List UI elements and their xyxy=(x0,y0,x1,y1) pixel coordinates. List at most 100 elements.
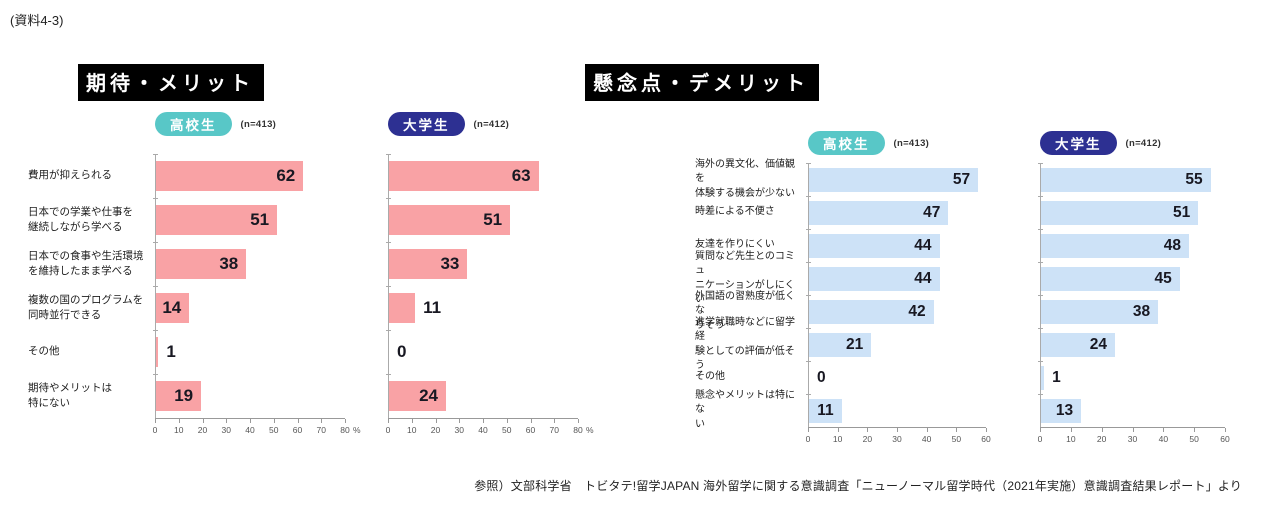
bar: 48 xyxy=(1041,233,1189,258)
axis-tick xyxy=(956,428,958,432)
bar-value: 38 xyxy=(219,254,239,273)
axis-tick-label: 60 xyxy=(525,425,536,435)
axis-tick xyxy=(1132,428,1134,432)
axis-tick-label: 0 xyxy=(385,425,391,435)
plot-row: 63 xyxy=(386,154,578,198)
bar: 45 xyxy=(1041,266,1180,291)
axis-tick xyxy=(411,419,413,423)
plot-row: 38 xyxy=(1038,295,1225,328)
axis-tick-label: 10 xyxy=(407,425,417,435)
chart-row: 懸念やメリットは特にない13 xyxy=(1038,394,1225,427)
axis-tick-label: 40 xyxy=(921,434,932,444)
chart-body: 費用が抑えられる 62 日本での学業や仕事を 継続しながら学べる 51 日本での食事や生… xyxy=(28,154,345,418)
axis-tick xyxy=(1194,428,1196,432)
axis-tick xyxy=(345,419,346,423)
group-badge-highschool: 高校生 xyxy=(155,112,232,136)
chart-concern-university: 大学生 (n=412) 海外の異文化、価値観を体験する機会が少ない55時差による… xyxy=(1038,131,1230,445)
chart-row: 費用が抑えられる 62 xyxy=(28,154,345,198)
axis-tick xyxy=(808,428,809,432)
axis-tick xyxy=(1070,428,1072,432)
axis-tick xyxy=(1040,428,1041,432)
plot-row: 51 xyxy=(386,198,578,242)
plot-row: 47 xyxy=(806,196,986,229)
bar: 33 xyxy=(389,249,468,279)
axis-tick xyxy=(321,419,323,423)
chart-row: 費用が抑えられる63 xyxy=(386,154,578,198)
chart-row: 外国語の習熟度が低くな りそう 42 xyxy=(695,291,986,331)
chart-body: 海外の異文化、価値観を 体験する機会が少ない 57 時差による不便さ 47 友達を作りに… xyxy=(695,159,986,430)
plot-row: 62 xyxy=(153,154,345,198)
bar: 51 xyxy=(156,205,278,235)
bar-value: 0 xyxy=(817,368,826,386)
bar: 51 xyxy=(1041,200,1199,225)
axis-tick xyxy=(178,419,180,423)
bar-value: 21 xyxy=(846,335,864,353)
sample-size-label: (n=412) xyxy=(1125,137,1162,149)
chart-row: 期待やメリットは 特にない 19 xyxy=(28,374,345,418)
plot-row: 24 xyxy=(386,374,578,418)
axis-tick xyxy=(1101,428,1103,432)
chart-row: 複数の国のプログラムを 同時並行できる 14 xyxy=(28,286,345,330)
chart-header: 大学生 (n=412) xyxy=(388,112,578,136)
chart-header: 高校生 (n=413) xyxy=(155,112,345,136)
bar-value: 11 xyxy=(423,298,442,317)
axis-tick-label: 30 xyxy=(892,434,902,444)
bar-value: 1 xyxy=(166,342,176,361)
bar-value: 51 xyxy=(250,210,270,229)
axis-tick xyxy=(226,419,228,423)
bar: 57 xyxy=(809,167,979,192)
chart-row: 時差による不便さ 47 xyxy=(695,196,986,229)
category-label: 外国語の習熟度が低くな りそう xyxy=(695,290,795,331)
plot-row: 14 xyxy=(153,286,345,330)
bar: 24 xyxy=(389,381,446,411)
axis-unit-label: % xyxy=(353,425,361,435)
category-label: 海外の異文化、価値観を 体験する機会が少ない xyxy=(695,158,795,199)
plot-row: 11 xyxy=(806,394,986,427)
bar: 38 xyxy=(1041,299,1159,324)
axis-tick-label: 80 xyxy=(340,425,350,435)
bar: 14 xyxy=(156,293,190,323)
axis-tick-label: 70 xyxy=(549,425,559,435)
category-label: 友達を作りにくい xyxy=(695,239,775,251)
axis-tick xyxy=(202,419,204,423)
bar-value: 24 xyxy=(419,386,438,405)
bar-value: 45 xyxy=(1154,269,1172,287)
category-label: その他 xyxy=(695,371,725,383)
plot-row: 57 xyxy=(806,163,986,196)
chart-row: その他 0 xyxy=(695,361,986,394)
chart-row: 海外の異文化、価値観を体験する機会が少ない55 xyxy=(1038,163,1225,196)
plot-row: 0 xyxy=(386,330,578,374)
category-label: 日本での食事や生活環境 を維持したまま学べる xyxy=(28,249,144,277)
axis-tick-label: 30 xyxy=(1127,434,1138,444)
x-axis: 0 10 20 30 40 50 60 70 80% xyxy=(385,418,594,436)
axis-tick xyxy=(1225,428,1226,432)
category-label: 日本での学業や仕事を 継続しながら学べる xyxy=(28,205,133,233)
category-label: 時差による不便さ xyxy=(695,206,775,218)
axis-tick-label: 20 xyxy=(1096,434,1107,444)
chart-row: 友達を作りにくい 44 xyxy=(695,229,986,262)
chart-row: 友達を作りにくい48 xyxy=(1038,229,1225,262)
source-citation: 参照）文部科学省 トビタテ!留学JAPAN 海外留学に関する意識調査「ニューノー… xyxy=(474,479,1242,493)
axis-tick xyxy=(250,419,251,423)
chart-row: 進学就職時などに留学経 験としての評価が低そう 21 xyxy=(695,317,986,371)
bar-value: 33 xyxy=(440,254,460,273)
bar: 62 xyxy=(156,161,304,191)
category-label: 懸念やメリットは特にな い xyxy=(695,389,795,430)
chart-row: 海外の異文化、価値観を 体験する機会が少ない 57 xyxy=(695,159,986,199)
chart-body: 費用が抑えられる63日本での学業や仕事を継続しながら学べる51日本での食事や生活… xyxy=(386,154,578,418)
plot-row: 13 xyxy=(1038,394,1225,427)
plot-row: 19 xyxy=(153,374,345,418)
axis-tick-label: 60 xyxy=(1220,434,1230,444)
axis-unit-label: % xyxy=(586,425,594,435)
bar: 63 xyxy=(389,161,539,191)
axis-tick xyxy=(926,428,928,432)
axis-tick-label: 50 xyxy=(951,434,962,444)
plot-row: 44 xyxy=(806,262,986,295)
bar-value: 44 xyxy=(914,236,932,254)
chart-row: 外国語の習熟度が低くなりそう38 xyxy=(1038,295,1225,328)
bar: 24 xyxy=(1041,332,1115,357)
bar-value: 47 xyxy=(923,203,941,221)
